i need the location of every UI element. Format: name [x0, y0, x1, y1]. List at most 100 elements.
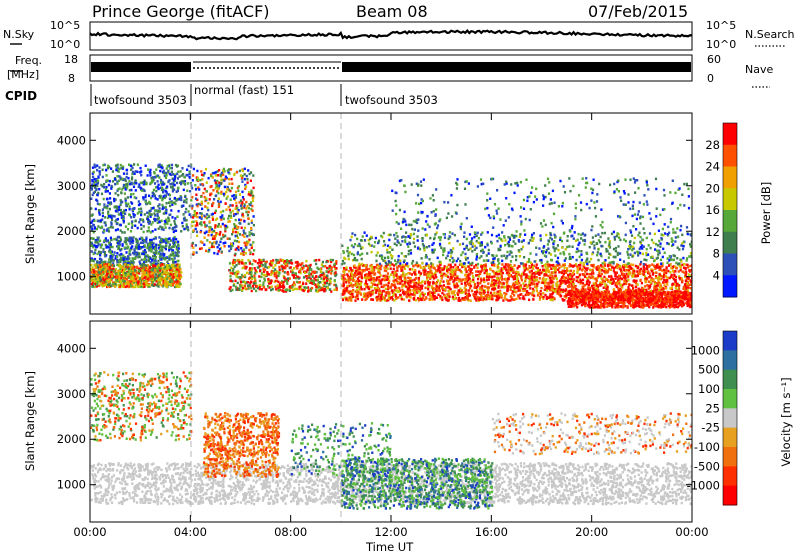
heatmap-cell — [121, 167, 124, 170]
heatmap-cell — [455, 296, 458, 300]
heatmap-cell — [288, 261, 291, 265]
heatmap-cell — [241, 286, 245, 290]
heatmap-cell — [102, 247, 105, 251]
heatmap-cell — [544, 293, 547, 297]
heatmap-cell — [225, 208, 228, 211]
heatmap-cell — [684, 275, 687, 278]
heatmap-cell — [346, 284, 349, 288]
heatmap-cell — [598, 270, 601, 274]
heatmap-cell — [154, 209, 157, 212]
heatmap-cell — [599, 264, 603, 267]
heatmap-cell — [101, 168, 104, 171]
heatmap-cell — [567, 273, 570, 277]
heatmap-cell — [192, 214, 195, 217]
heatmap-cell — [310, 281, 313, 285]
heatmap-cell — [260, 259, 263, 262]
heatmap-cell — [212, 201, 215, 205]
heatmap-cell — [503, 267, 506, 270]
heatmap-cell — [365, 268, 368, 271]
heatmap-cell — [90, 244, 93, 247]
heatmap-cell — [104, 239, 107, 243]
heatmap-cell — [640, 267, 643, 271]
heatmap-cell — [565, 276, 568, 280]
heatmap-cell — [166, 220, 169, 223]
heatmap-cell — [165, 211, 168, 215]
heatmap-cell — [556, 292, 559, 295]
heatmap-cell — [298, 281, 301, 284]
heatmap-cell — [473, 290, 476, 294]
heatmap-cell — [160, 165, 163, 169]
heatmap-cell — [102, 186, 106, 189]
heatmap-cell — [660, 288, 663, 292]
heatmap-cell — [162, 183, 165, 186]
heatmap-cell — [379, 299, 382, 302]
heatmap-cell — [241, 190, 244, 194]
heatmap-cell — [232, 258, 235, 262]
heatmap-cell — [98, 268, 101, 272]
heatmap-cell — [105, 197, 109, 201]
heatmap-cell — [428, 290, 431, 294]
heatmap-cell — [277, 280, 280, 284]
heatmap-cell — [94, 241, 97, 244]
heatmap-cell — [411, 279, 414, 282]
heatmap-cell — [543, 282, 546, 285]
heatmap-cell — [550, 267, 553, 270]
heatmap-cell — [243, 265, 246, 268]
heatmap-cell — [154, 186, 158, 189]
heatmap-cell — [199, 212, 202, 215]
heatmap-cell — [144, 274, 147, 277]
heatmap-cell — [93, 279, 96, 282]
heatmap-cell — [619, 283, 622, 287]
heatmap-cell — [131, 220, 134, 223]
heatmap-cell — [322, 280, 325, 283]
heatmap-cell — [107, 271, 110, 275]
heatmap-cell — [288, 277, 291, 280]
heatmap-cell — [605, 286, 608, 290]
heatmap-cell — [239, 277, 242, 281]
heatmap-cell — [358, 283, 361, 286]
heatmap-cell — [464, 277, 467, 281]
heatmap-cell — [487, 278, 490, 281]
heatmap-cell — [244, 252, 247, 255]
heatmap-cell — [220, 181, 223, 185]
heatmap-cell — [564, 282, 567, 285]
heatmap-cell — [227, 170, 230, 174]
heatmap-cell — [408, 287, 411, 290]
heatmap-cell — [143, 271, 147, 274]
heatmap-cell — [343, 292, 346, 296]
heatmap-cell — [163, 271, 166, 274]
heatmap-cell — [94, 277, 97, 281]
heatmap-cell — [657, 280, 660, 283]
heatmap-cell — [647, 287, 650, 290]
heatmap-cell — [160, 241, 163, 244]
heatmap-cell — [236, 272, 239, 275]
heatmap-cell — [274, 268, 277, 271]
heatmap-cell — [327, 271, 330, 274]
heatmap-cell — [218, 243, 221, 247]
heatmap-cell — [267, 280, 270, 283]
heatmap-cell — [674, 286, 677, 290]
heatmap-cell — [241, 196, 245, 199]
heatmap-cell — [120, 247, 123, 251]
heatmap-cell — [665, 267, 668, 270]
heatmap-cell — [142, 196, 145, 199]
heatmap-cell — [561, 290, 564, 293]
heatmap-cell — [217, 197, 220, 200]
beam-label: Beam 08 — [356, 2, 428, 21]
heatmap-cell — [406, 290, 409, 294]
heatmap-cell — [495, 270, 498, 273]
heatmap-cell — [113, 270, 116, 273]
heatmap-cell — [292, 274, 295, 277]
heatmap-cell — [659, 274, 662, 278]
heatmap-cell — [138, 260, 141, 263]
heatmap-cell — [247, 169, 250, 172]
heatmap-cell — [228, 182, 231, 185]
heatmap-cell — [309, 289, 312, 292]
heatmap-cell — [331, 258, 334, 262]
heatmap-cell — [129, 164, 133, 168]
heatmap-cell — [126, 228, 130, 231]
heatmap-cell — [171, 185, 174, 189]
heatmap-cell — [93, 244, 96, 247]
heatmap-cell — [152, 242, 155, 245]
heatmap-cell — [131, 237, 134, 240]
